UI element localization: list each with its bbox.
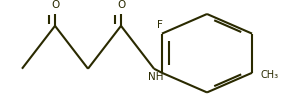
Text: O: O (51, 0, 59, 10)
Text: O: O (117, 0, 125, 10)
Text: CH₃: CH₃ (260, 70, 279, 80)
Text: F: F (157, 20, 163, 30)
Text: NH: NH (148, 72, 163, 82)
